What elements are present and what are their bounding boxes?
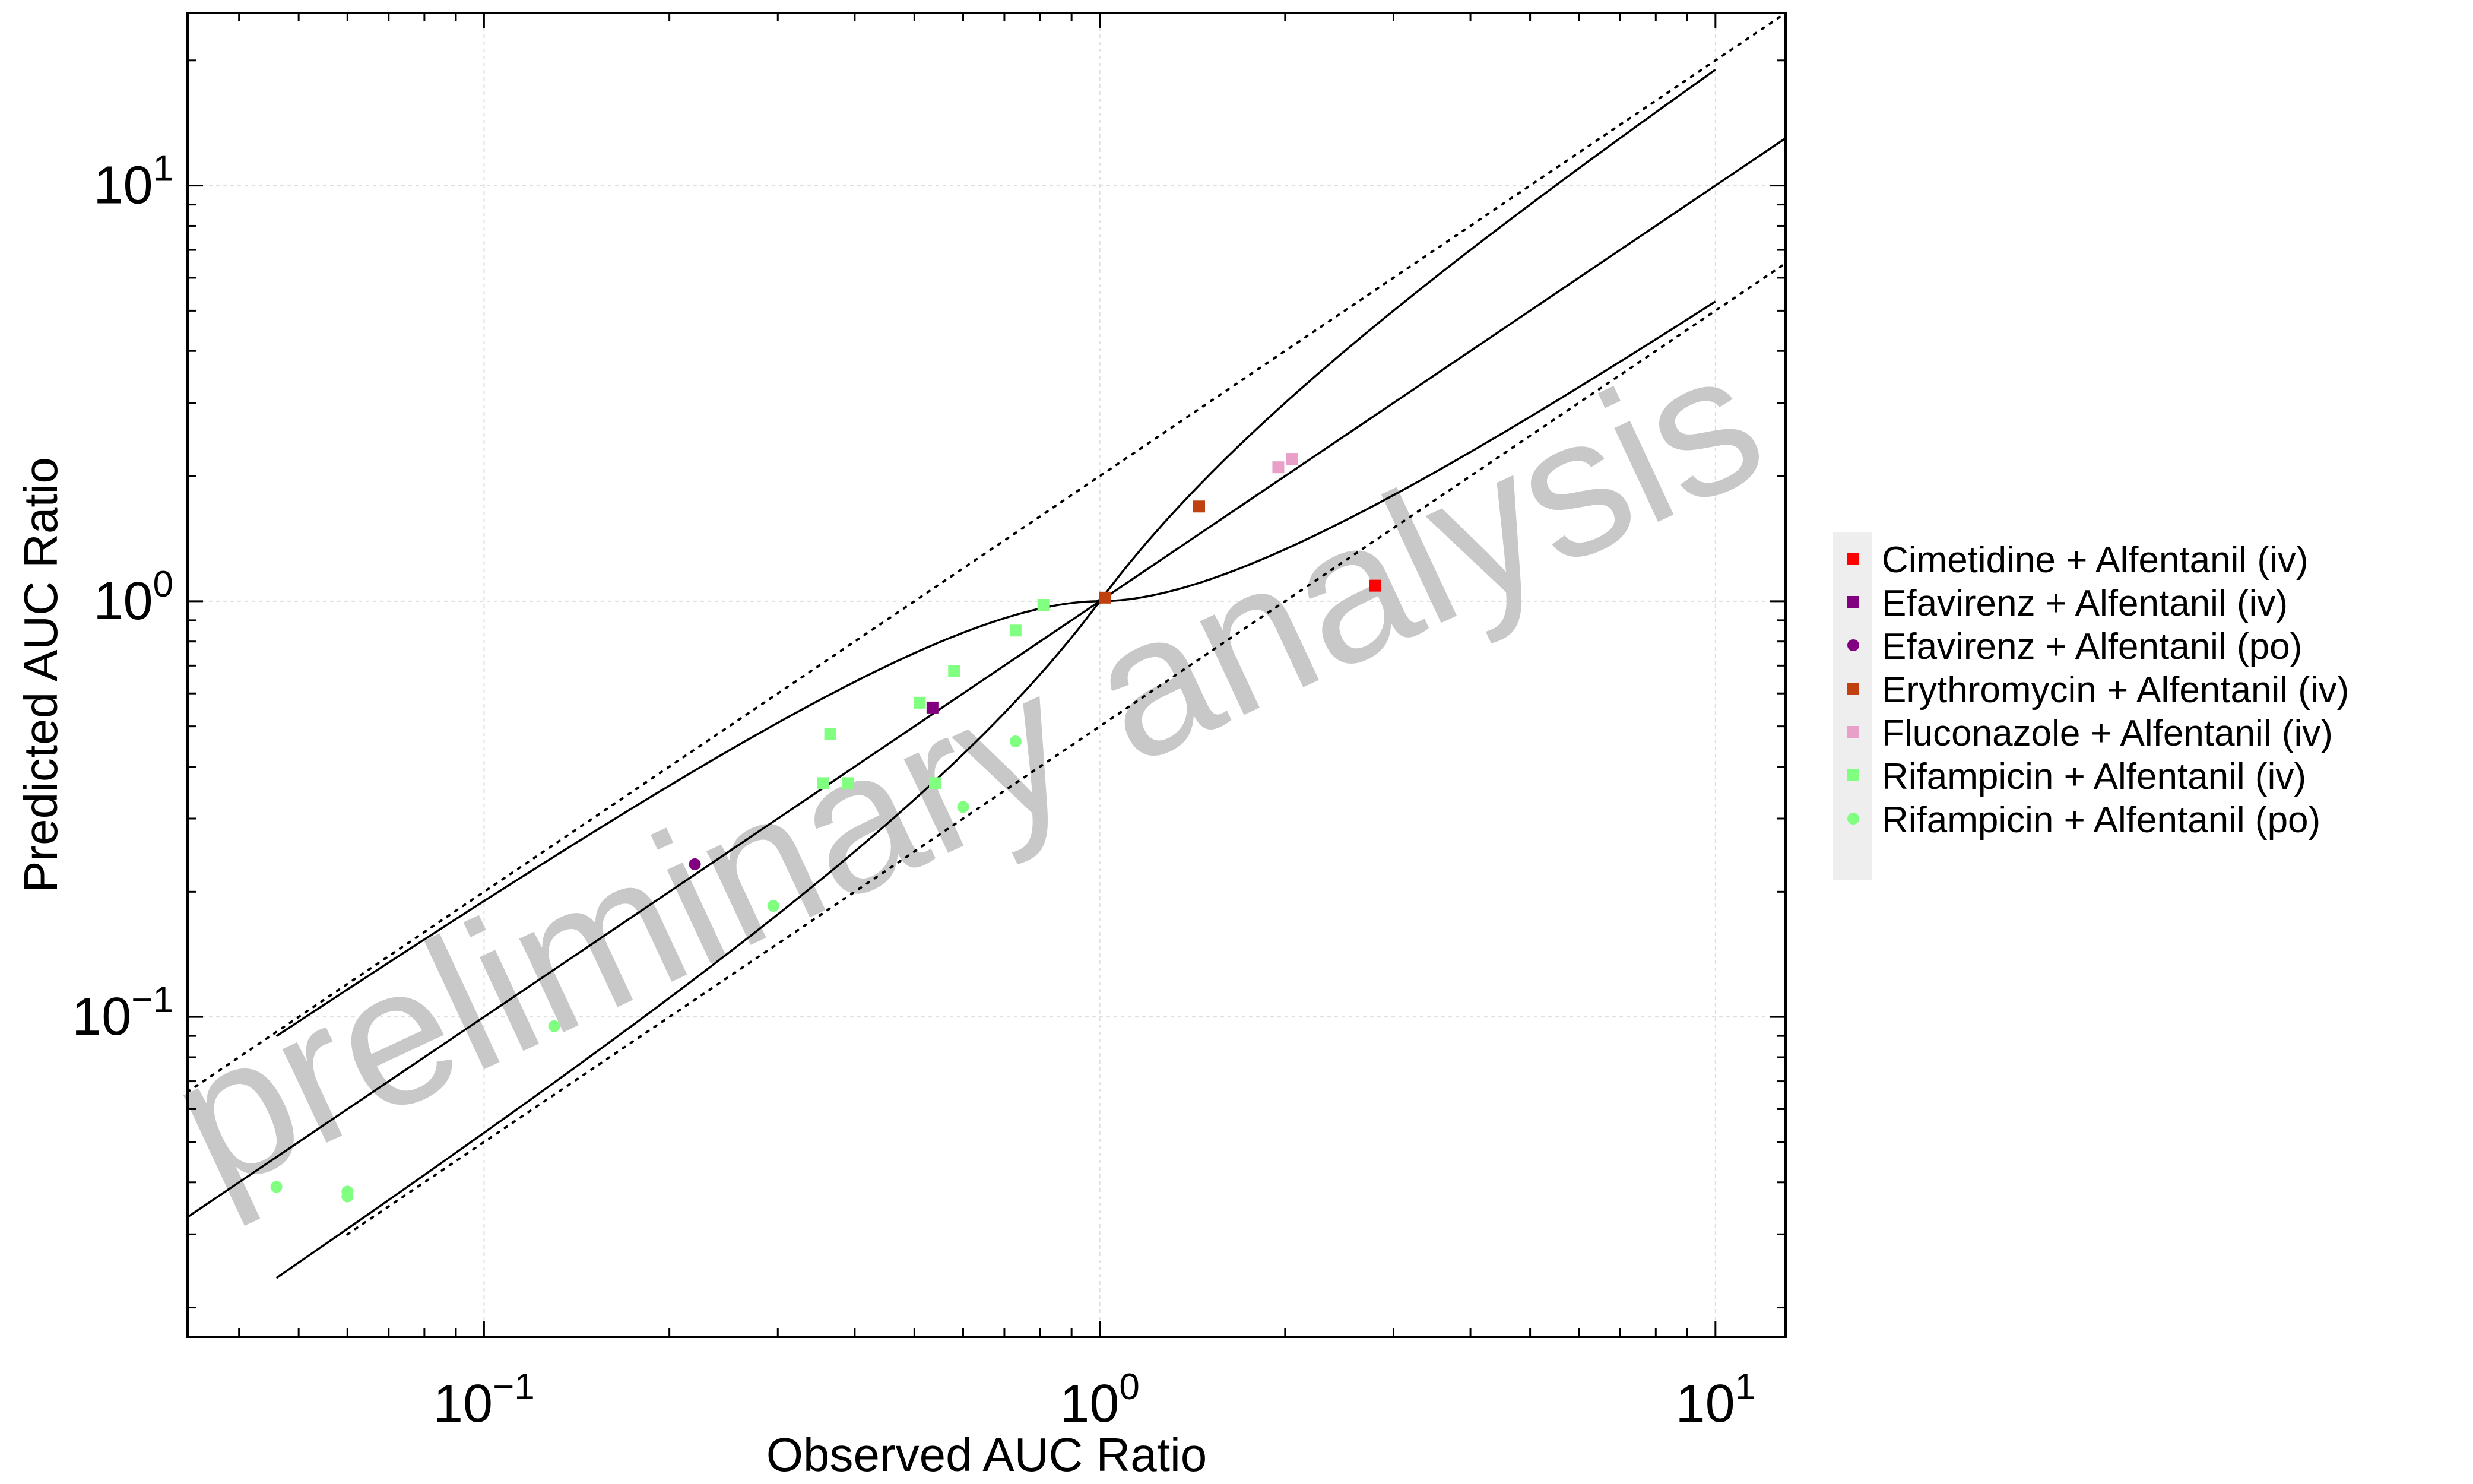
legend-item: Rifampicin + Alfentanil (po)	[1833, 798, 2473, 842]
data-point	[689, 858, 701, 870]
data-point	[1193, 500, 1205, 513]
data-point	[914, 696, 926, 709]
legend-label: Rifampicin + Alfentanil (po)	[1882, 800, 2321, 841]
data-point	[270, 1181, 283, 1193]
guest-upper-limit	[275, 68, 1716, 1037]
data-point	[1272, 461, 1285, 474]
y-axis-label: Predicted AUC Ratio	[14, 457, 67, 893]
twofold-upper-line	[186, 12, 1787, 1093]
data-point	[817, 777, 829, 789]
data-point	[341, 1190, 354, 1203]
guest-lower-limit	[275, 300, 1716, 1279]
data-point	[1009, 735, 1022, 748]
legend-label: Efavirenz + Alfentanil (iv)	[1882, 583, 2288, 624]
legend-symbol	[1847, 553, 1859, 565]
watermark-layer: preliminary analysis	[141, 307, 1793, 1234]
data-point	[929, 777, 941, 789]
data-point	[1099, 591, 1111, 604]
identity-line	[187, 137, 1786, 1218]
x-tick-label: 100	[1060, 1366, 1140, 1434]
y-tick-label: 101	[93, 148, 173, 215]
data-points	[270, 453, 1381, 1203]
data-point	[842, 777, 854, 789]
data-point	[1037, 598, 1050, 611]
plot-frame	[186, 12, 1787, 1338]
legend-item: Cimetidine + Alfentanil (iv)	[1833, 538, 2473, 582]
data-point	[926, 701, 939, 714]
data-point	[1285, 453, 1298, 465]
legend-symbol	[1847, 769, 1859, 781]
legend-symbol	[1847, 726, 1859, 738]
legend-symbol	[1847, 639, 1859, 651]
legend-symbol	[1847, 683, 1859, 695]
axis-ticks	[188, 13, 1786, 1337]
legend-item: Rifampicin + Alfentanil (iv)	[1833, 755, 2473, 798]
legend-item: Efavirenz + Alfentanil (iv)	[1833, 582, 2473, 625]
x-tick-label: 10−1	[433, 1366, 535, 1434]
legend-item: Fluconazole + Alfentanil (iv)	[1833, 712, 2473, 755]
legend-label: Rifampicin + Alfentanil (iv)	[1882, 756, 2306, 797]
grid	[188, 13, 1786, 1337]
data-point	[948, 665, 960, 677]
data-point	[824, 728, 836, 740]
legend-item: Erythromycin + Alfentanil (iv)	[1833, 668, 2473, 712]
data-point	[548, 1020, 560, 1032]
data-point	[767, 900, 779, 912]
data-point	[1009, 624, 1022, 637]
data-point	[1369, 579, 1381, 592]
y-tick-label: 10−1	[72, 979, 173, 1047]
legend-symbol	[1847, 813, 1859, 825]
legend-symbol	[1847, 596, 1859, 608]
x-axis-label: Observed AUC Ratio	[766, 1428, 1207, 1481]
legend-label: Cimetidine + Alfentanil (iv)	[1882, 540, 2309, 581]
reference-lines	[186, 12, 1787, 1279]
watermark-text: preliminary analysis	[141, 307, 1793, 1234]
legend-label: Erythromycin + Alfentanil (iv)	[1882, 670, 2350, 711]
legend-label: Efavirenz + Alfentanil (po)	[1882, 626, 2303, 667]
legend-item: Efavirenz + Alfentanil (po)	[1833, 625, 2473, 668]
y-tick-label: 100	[93, 564, 173, 631]
twofold-lower-line	[346, 262, 1787, 1236]
x-tick-label: 101	[1676, 1366, 1756, 1434]
data-point	[957, 801, 969, 813]
tick-labels: 10−1 100 101 10−1 100 101	[72, 148, 1755, 1434]
legend-label: Fluconazole + Alfentanil (iv)	[1882, 713, 2333, 754]
